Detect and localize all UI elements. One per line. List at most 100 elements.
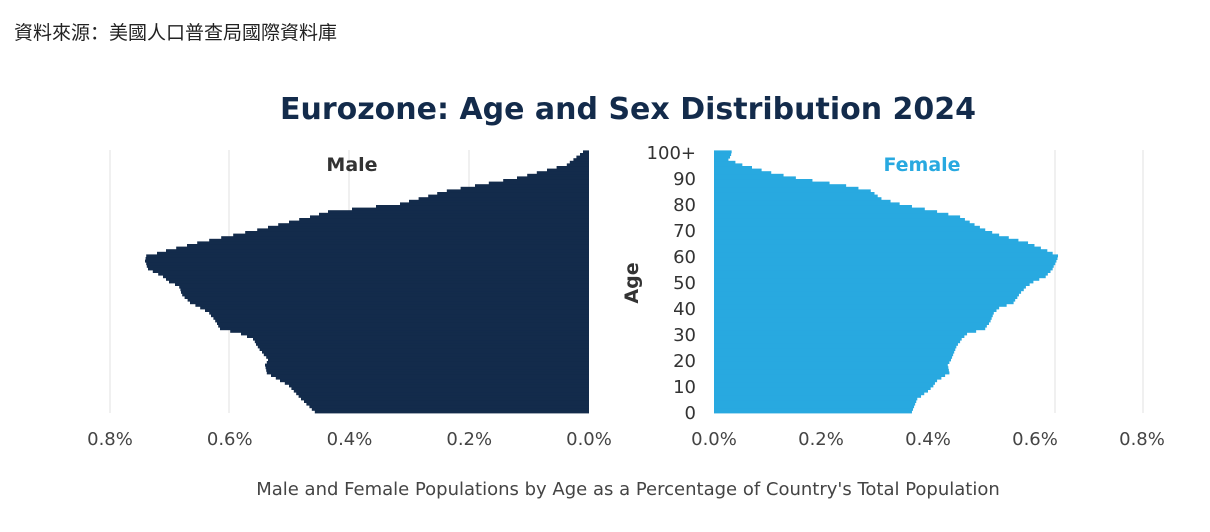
age-tick: 80 (673, 195, 696, 216)
male-bar-age-97 (573, 158, 589, 162)
male-bar-age-37 (211, 314, 589, 318)
male-bar-age-67 (221, 236, 589, 240)
female-bar-age-46 (714, 290, 1022, 294)
male-bar-age-77 (328, 210, 589, 214)
female-bar-age-31 (714, 329, 977, 333)
male-bar-age-83 (428, 194, 589, 198)
female-bar-age-35 (714, 319, 991, 323)
female-bar-age-78 (714, 207, 925, 211)
female-bar-age-94 (714, 166, 752, 169)
female-bar-age-15 (714, 371, 950, 375)
male-bar-age-7 (296, 392, 589, 396)
male-bar-age-24 (259, 348, 589, 351)
female-bar-age-89 (714, 179, 813, 182)
female-bar-age-66 (714, 238, 1019, 242)
male-bar-age-47 (180, 288, 589, 292)
female-bar-age-18 (714, 363, 948, 367)
male-bar-age-49 (175, 283, 589, 286)
male-bar-age-74 (299, 218, 589, 221)
male-bar-age-87 (475, 184, 589, 188)
male-bar-age-65 (197, 241, 589, 245)
female-bar-age-82 (714, 197, 882, 201)
male-bar-age-56 (146, 264, 590, 268)
male-bar-age-44 (184, 296, 589, 299)
female-bar-age-38 (714, 311, 994, 315)
female-bar-age-74 (714, 218, 965, 221)
female-bar-age-39 (714, 309, 997, 312)
male-bar-age-6 (298, 394, 589, 398)
male-bar-age-15 (266, 371, 589, 375)
source-note: 資料來源：美國人口普查局國際資料庫 (14, 22, 338, 44)
female-bar-age-41 (714, 303, 1007, 307)
male-bar-age-80 (400, 202, 589, 206)
male-bar-age-95 (566, 163, 589, 167)
female-bar-age-10 (714, 384, 934, 388)
male-bar-age-63 (176, 246, 589, 250)
male-bar-age-23 (262, 350, 589, 354)
male-bar-age-19 (266, 361, 589, 364)
male-bar-age-54 (152, 270, 590, 273)
female-bar-age-83 (714, 194, 878, 198)
male-bar-age-75 (310, 215, 589, 219)
female-bar-age-53 (714, 272, 1048, 276)
female-bar-age-3 (714, 402, 916, 406)
female-bar-age-25 (714, 345, 957, 349)
male-bar-age-93 (547, 168, 589, 172)
female-bar-age-17 (714, 366, 949, 370)
male-bar-age-3 (306, 402, 589, 406)
male-bar-age-34 (217, 322, 589, 325)
female-bar-age-71 (714, 225, 980, 229)
age-tick: 60 (673, 247, 696, 268)
male-bar-age-72 (278, 223, 589, 227)
female-bar-age-62 (714, 249, 1048, 253)
male-bar-age-5 (301, 397, 589, 401)
female-bar-age-50 (714, 280, 1034, 284)
male-bar-age-98 (576, 155, 589, 159)
female-bar-age-63 (714, 246, 1041, 250)
male-bar-age-13 (275, 376, 589, 380)
male-bar-age-29 (247, 335, 589, 338)
chart-title: Eurozone: Age and Sex Distribution 2024 (280, 92, 976, 127)
female-bar-age-37 (714, 314, 993, 318)
female-bar-age-33 (714, 324, 987, 328)
female-bar-age-32 (714, 327, 986, 331)
female-bar-age-90 (714, 176, 796, 180)
female-bar-age-42 (714, 301, 1014, 305)
age-tick: 50 (673, 273, 696, 294)
male-bar-age-61 (157, 251, 589, 255)
female-bar-age-51 (714, 277, 1040, 281)
male-bar-age-53 (158, 272, 589, 276)
male-bar-age-4 (304, 400, 589, 403)
female-bar-age-99 (714, 153, 732, 156)
male-bar-age-66 (209, 238, 589, 242)
male-bar-age-81 (409, 199, 589, 203)
male-bar-age-85 (446, 189, 589, 193)
male-bar-age-2 (309, 405, 589, 409)
female-bar-age-65 (714, 241, 1029, 245)
male-x-tick: 0.8% (87, 429, 133, 450)
male-bar-age-46 (181, 290, 589, 294)
male-bar-age-21 (266, 355, 589, 359)
male-label: Male (326, 154, 377, 176)
female-bar-age-64 (714, 244, 1035, 247)
male-bar-age-12 (280, 379, 589, 383)
male-bar-age-28 (253, 337, 589, 341)
x-axis-label: Male and Female Populations by Age as a … (256, 479, 1000, 500)
female-bar-age-4 (714, 400, 917, 403)
female-bar-age-57 (714, 262, 1056, 266)
female-bar-age-52 (714, 275, 1046, 279)
female-bar-age-67 (714, 236, 1009, 240)
male-bar-age-94 (556, 166, 589, 169)
age-tick: 20 (673, 351, 696, 372)
female-bar-age-56 (714, 264, 1054, 268)
female-bar-age-34 (714, 322, 989, 325)
female-bar-age-22 (714, 353, 954, 357)
female-bar-age-80 (714, 202, 900, 206)
male-bar-age-31 (230, 329, 589, 333)
male-bar-age-50 (169, 280, 589, 284)
female-x-tick: 0.0% (691, 429, 737, 450)
male-bar-age-73 (289, 220, 589, 224)
male-x-tick: 0.2% (446, 429, 492, 450)
male-bar-age-8 (293, 389, 589, 393)
female-bar-age-54 (714, 270, 1051, 273)
